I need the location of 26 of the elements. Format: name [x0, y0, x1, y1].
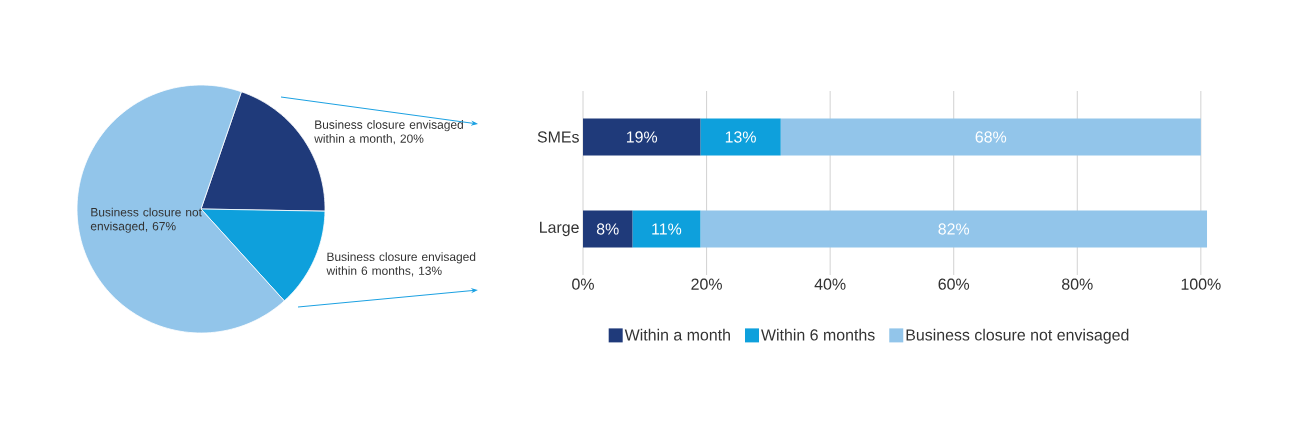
bar [700, 210, 1208, 248]
y-tick-label: SMEs [537, 131, 579, 143]
bar [700, 118, 781, 156]
x-tick-label: 40% [814, 278, 846, 290]
slice-label: Business closure not envisaged, 67% [90, 207, 202, 233]
x-tick-label: 20% [691, 278, 722, 290]
legend-label: Business closure not envisaged [906, 328, 1129, 344]
data-label: 13% [725, 131, 756, 143]
bar [583, 210, 633, 248]
data-label: 8% [596, 223, 619, 235]
x-tick-label: 80% [1062, 278, 1093, 290]
data-label: 68% [975, 131, 1007, 143]
data-label: 19% [626, 131, 658, 143]
slice-label: Business closure envisaged within 6 months, 13% [326, 252, 476, 277]
x-tick-label: 0% [572, 278, 594, 290]
data-label: 11% [652, 223, 682, 235]
bar [632, 210, 701, 248]
y-tick-label: Large [540, 221, 579, 237]
data-label: 82% [938, 223, 970, 235]
legend-label: Within 6 months [761, 328, 875, 341]
bar [780, 118, 1201, 156]
legend-label: Within a month [624, 328, 730, 341]
slice-label: Business closure envisaged within a month, 20% [314, 120, 463, 145]
bar [583, 118, 701, 156]
x-tick-label: 100% [1181, 278, 1221, 290]
x-tick-label: 60% [938, 278, 970, 290]
